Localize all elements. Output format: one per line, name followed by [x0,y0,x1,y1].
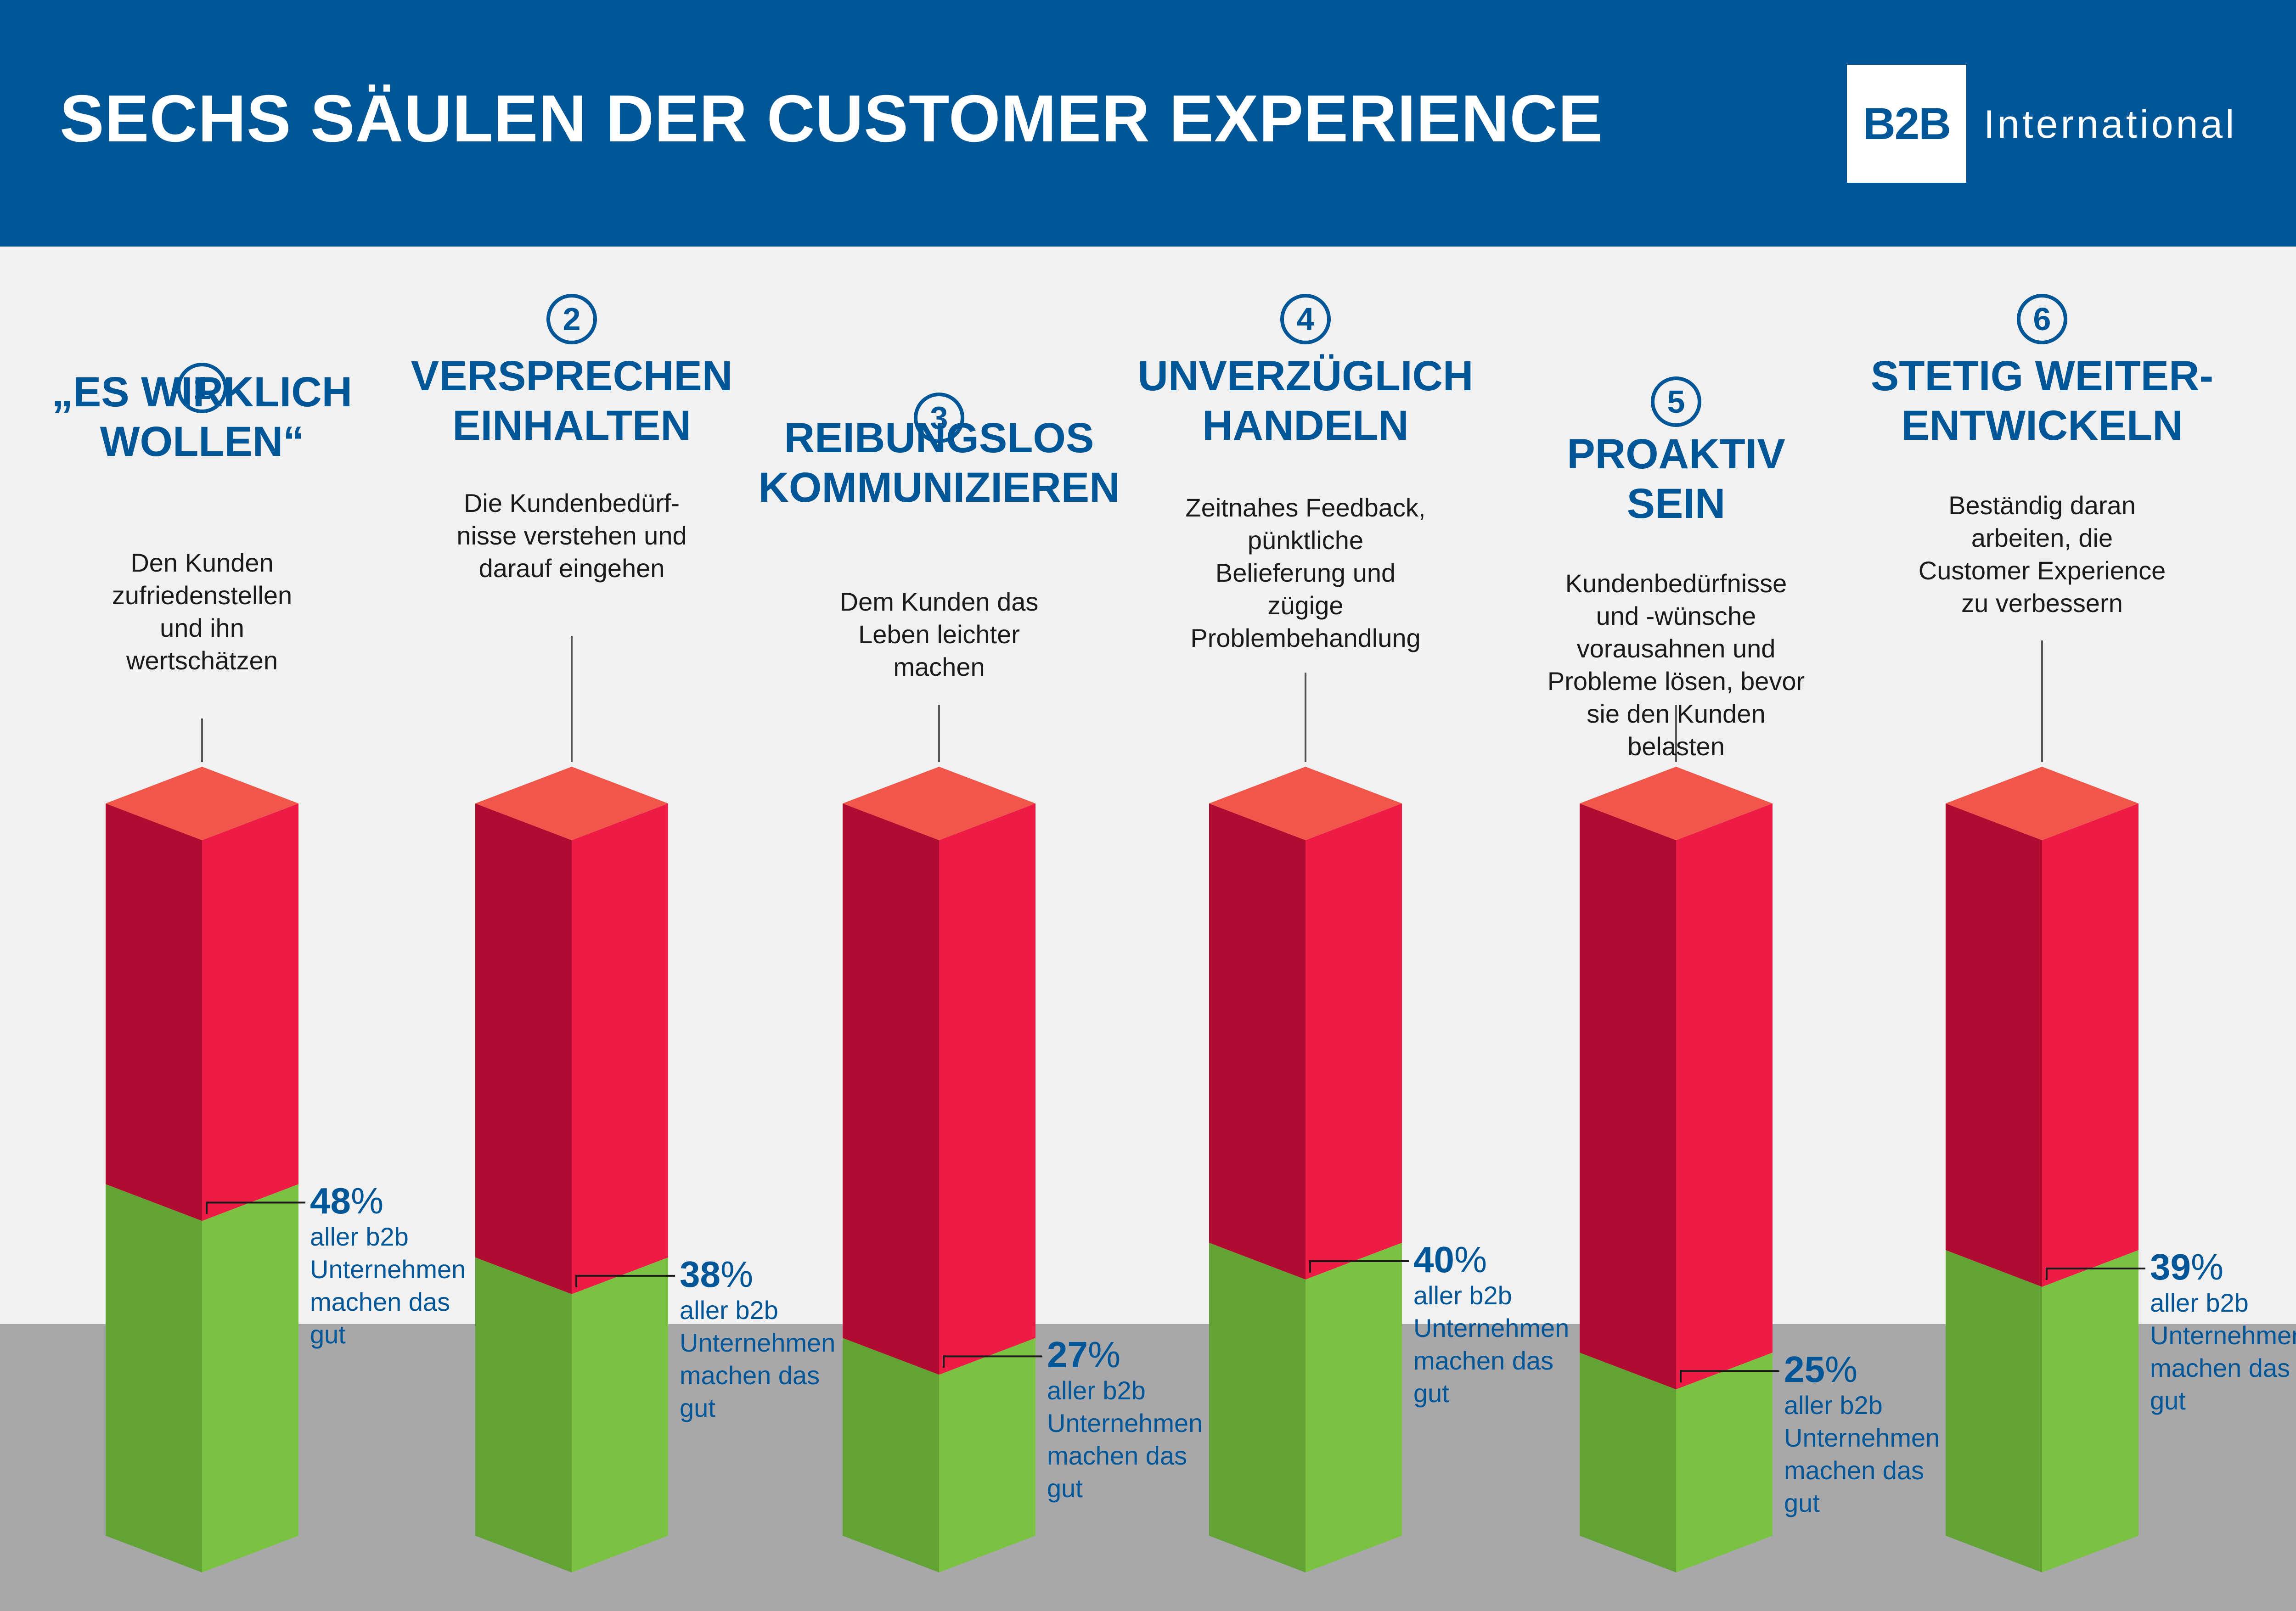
pillar-description: Dem Kunden das Leben leichter machen [839,587,1039,681]
pillar-value-bar [939,1338,1035,1572]
value-number: 25 [1784,1349,1825,1390]
value-caption: aller b2b Unternehmen machen das gut [2150,1288,2296,1415]
value-percent: 40% [1413,1241,1569,1279]
value-percent-sign: % [1824,1349,1858,1390]
pillar-green-left-face [1209,1243,1306,1572]
pillar-top-face [475,767,668,840]
value-label: 48% aller b2b Unternehmen machen das gut [310,1182,466,1351]
pillar-number-badge: 6 [2017,294,2067,344]
pillar-top-face [1580,767,1773,840]
value-percent-sign: % [720,1253,754,1295]
header-bar: SECHS SÄULEN DER CUSTOMER EXPERIENCE B2B… [0,0,2296,247]
pillar-value-bar [572,1257,668,1572]
pillar-green-left-face [1946,1250,2042,1572]
pillar-title: UNVERZÜGLICH HANDELN [1137,353,1474,449]
pillar-red-right-face [572,803,668,1294]
value-number: 40 [1413,1239,1454,1280]
value-percent: 25% [1784,1350,1940,1389]
pillar-title: VERSPRECHEN EINHALTEN [411,353,733,449]
pillar-green-left-face [106,1184,202,1572]
pillar-description: Kundenbedürfnisse und -wünsche vorausahn… [1547,569,1805,761]
value-percent-sign: % [350,1180,384,1222]
pillar-top-face [1946,767,2138,840]
value-caption: aller b2b Unternehmen machen das gut [680,1295,836,1422]
pillar-red-left-face [106,803,202,1221]
logo-text: International [1984,102,2237,146]
pillar-red-left-face [1209,803,1306,1280]
value-label: 38% aller b2b Unternehmen machen das gut [680,1255,835,1424]
pillar-number-badge: 4 [1280,294,1331,344]
pillar-green-left-face [1580,1353,1676,1572]
pillar-red-left-face [843,803,939,1375]
value-caption: aller b2b Unternehmen machen das gut [1784,1391,1940,1518]
pillar-red-right-face [2042,803,2138,1287]
pillar-red-right-face [202,803,298,1221]
value-number: 38 [680,1253,720,1295]
pillar-title: „ES WIRKLICH WOLLEN“ [51,369,353,465]
pillar-red-left-face [1580,803,1676,1390]
pillar-red-left-face [475,803,572,1294]
pillar-value-bar [1306,1243,1402,1572]
pillar-description: Beständig daran arbeiten, die Customer E… [1918,491,2166,617]
value-label: 27% aller b2b Unternehmen machen das gut [1047,1336,1203,1504]
pillar-green-left-face [475,1257,572,1572]
value-percent: 39% [2150,1246,2296,1287]
value-percent: 38% [680,1255,835,1294]
value-number: 27 [1047,1334,1088,1375]
value-caption: aller b2b Unternehmen machen das gut [310,1222,466,1349]
page-title: SECHS SÄULEN DER CUSTOMER EXPERIENCE [60,81,1603,156]
value-label: 40% aller b2b Unternehmen machen das gut [1413,1241,1569,1409]
pillar-number-badge: 2 [546,294,597,344]
pillar-value-bar [2042,1250,2138,1572]
pillar-green-left-face [843,1338,939,1572]
value-percent-sign: % [1087,1334,1121,1375]
pillar-number-badge: 3 [914,393,964,443]
value-caption: aller b2b Unternehmen machen das gut [1047,1376,1203,1503]
pillar-title: STETIG WEITER- ENTWICKELN [1870,353,2214,449]
floor-band [0,1324,2296,1611]
value-percent: 48% [310,1182,466,1220]
pillar-title: REIBUNGSLOS KOMMUNIZIEREN [758,415,1120,511]
pillar-top-face [106,767,298,840]
pillar-top-face [1209,767,1402,840]
pillar-red-right-face [1676,803,1773,1390]
pillar-red-right-face [939,803,1035,1375]
value-caption: aller b2b Unternehmen machen das gut [1413,1281,1570,1408]
pillar-red-left-face [1946,803,2042,1287]
pillar-value-bar [202,1184,298,1572]
pillar-top-face [843,767,1035,840]
pillar-value-bar [1676,1353,1773,1572]
pillar-description: Zeitnahes Feedback, pünktliche Belieferu… [1185,493,1426,652]
value-number: 39 [2150,1246,2191,1287]
logo-mark: B2B [1847,65,1966,183]
pillar-number-badge: 1 [177,363,227,413]
value-number: 48 [310,1180,351,1222]
value-percent: 27% [1047,1336,1203,1374]
pillar-description: Die Kundenbedürf- nisse verstehen und da… [456,488,687,583]
logo-mark-text: B2B [1863,98,1951,149]
value-label: 39% aller b2b Unternehmen machen das gut [2150,1246,2296,1417]
pillar-red-right-face [1306,803,1402,1280]
value-percent-sign: % [1454,1239,1487,1280]
value-label: 25% aller b2b Unternehmen machen das gut [1784,1350,1940,1519]
pillar-title: PROAKTIV SEIN [1567,431,1785,527]
pillar-description: Den Kunden zufriedenstellen und ihn wert… [112,548,293,675]
value-percent-sign: % [2190,1246,2224,1287]
pillar-number-badge: 5 [1651,376,1701,427]
